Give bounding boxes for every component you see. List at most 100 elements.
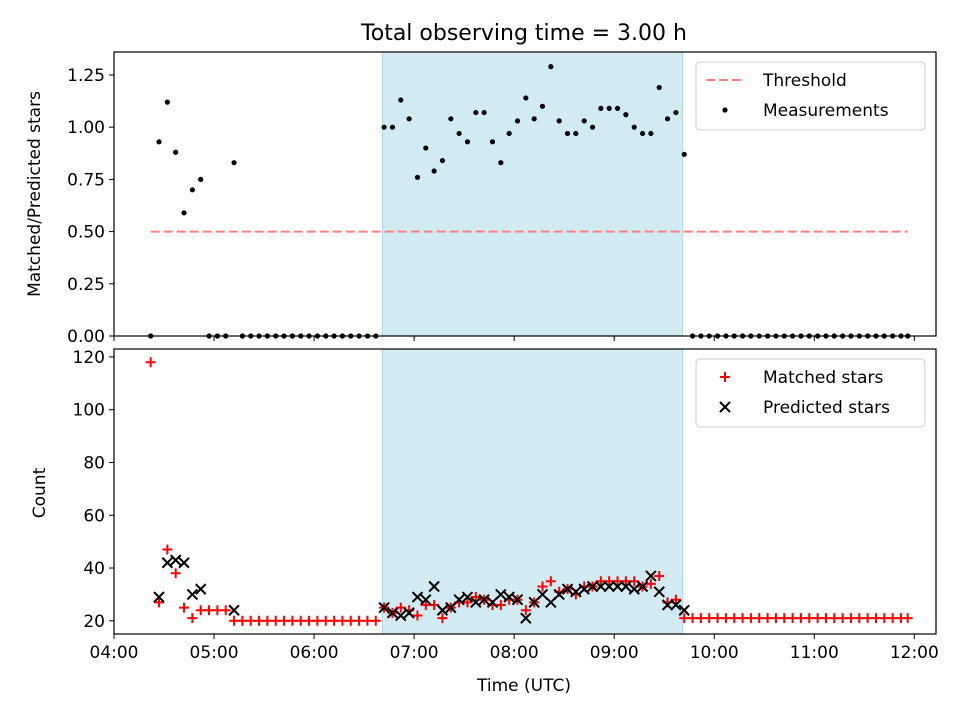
bottom-matched-star-point xyxy=(654,570,665,581)
top-measurement-point xyxy=(189,187,195,193)
top-measurement-point xyxy=(656,84,662,91)
bottom-matched-star-point xyxy=(704,613,715,624)
bottom-matched-star-point xyxy=(737,613,748,624)
bottom-matched-star-point xyxy=(420,599,431,610)
top-measurement-point xyxy=(589,124,596,130)
bottom-predicted-star-point xyxy=(411,591,424,603)
bottom-matched-star-point xyxy=(212,605,223,616)
bottom-matched-star-point xyxy=(312,615,323,626)
top-measurement-point xyxy=(473,109,479,116)
top-measurement-point xyxy=(381,124,387,130)
bottom-ytick-label: 20 xyxy=(83,612,105,632)
bottom-predicted-star-point xyxy=(661,599,674,611)
bottom-axes-frame xyxy=(113,348,937,635)
bottom-predicted-star-point xyxy=(636,580,649,593)
bottom-predicted-star-point xyxy=(495,588,507,601)
bottom-matched-star-point xyxy=(612,576,623,587)
bottom-matched-star-point xyxy=(887,613,898,624)
bottom-matched-star-point xyxy=(645,578,656,589)
bottom-predicted-star-point xyxy=(453,593,465,606)
bottom-matched-star-point xyxy=(170,568,181,579)
top-legend-marker xyxy=(722,107,728,113)
bottom-xtick-label: 10:00 xyxy=(690,643,739,663)
bottom-legend-marker xyxy=(719,401,731,413)
bottom-matched-star-point xyxy=(395,602,406,613)
bottom-predicted-star-point xyxy=(586,580,599,593)
bottom-matched-star-point xyxy=(329,615,340,626)
top-measurement-point xyxy=(439,157,446,164)
top-ytick-label: 0.25 xyxy=(67,275,105,295)
bottom-predicted-star-point xyxy=(503,591,515,603)
bottom-xtick-label: 12:00 xyxy=(890,643,939,663)
top-measurement-point xyxy=(614,105,621,111)
bottom-matched-star-point xyxy=(470,592,481,603)
bottom-matched-star-point xyxy=(604,576,615,587)
bottom-predicted-star-point xyxy=(645,570,657,582)
bottom-predicted-star-point xyxy=(153,591,165,603)
top-measurement-point xyxy=(181,210,187,216)
bottom-matched-star-point xyxy=(345,615,356,626)
bottom-matched-star-point xyxy=(695,613,706,624)
top-measurement-point xyxy=(489,139,496,145)
bottom-matched-star-point xyxy=(370,615,381,626)
bottom-matched-star-point xyxy=(337,615,348,626)
top-measurement-point xyxy=(673,109,679,116)
top-measurement-point xyxy=(631,124,637,130)
bottom-xtick-label: 08:00 xyxy=(490,643,539,663)
bottom-matched-star-point xyxy=(854,613,865,624)
top-measurement-point xyxy=(523,95,529,101)
top-measurement-point xyxy=(573,130,579,137)
bottom-predicted-star-point xyxy=(194,583,207,595)
bottom-matched-star-point xyxy=(745,613,756,624)
bottom-legend-marker xyxy=(720,372,730,382)
top-measurement-point xyxy=(564,130,571,137)
bottom-matched-star-point xyxy=(254,615,265,626)
bottom-matched-star-point xyxy=(870,613,881,624)
bottom-legend-label: Matched stars xyxy=(763,368,883,388)
bottom-matched-star-point xyxy=(354,615,365,626)
top-measurement-point xyxy=(198,176,204,182)
top-measurement-point xyxy=(598,105,604,111)
top-ytick-label: 0.50 xyxy=(67,223,105,243)
top-measurement-point xyxy=(423,145,429,151)
bottom-matched-star-point xyxy=(237,615,248,626)
bottom-matched-star-point xyxy=(902,613,913,624)
top-measurement-point xyxy=(556,118,562,124)
bottom-predicted-star-point xyxy=(386,607,399,619)
bottom-matched-star-point xyxy=(304,615,315,626)
bottom-predicted-star-point xyxy=(161,557,174,569)
top-measurement-point xyxy=(481,109,487,116)
bottom-predicted-star-point xyxy=(595,580,607,593)
top-measurement-point xyxy=(431,168,437,174)
bottom-matched-star-point xyxy=(779,613,790,624)
top-measurement-point xyxy=(606,105,612,111)
bottom-predicted-star-point xyxy=(628,583,640,595)
top-measurement-point xyxy=(456,130,462,137)
top-panel: 0.00 0.25 0.50 0.75 1.00 1.25 Threshold Measure… xyxy=(67,51,937,347)
bottom-predicted-star-point xyxy=(520,612,532,624)
bottom-matched-star-point xyxy=(820,613,831,624)
bottom-predicted-star-point xyxy=(603,580,615,593)
bottom-matched-star-point xyxy=(829,613,840,624)
bottom-matched-star-point xyxy=(320,615,331,626)
bottom-predicted-star-point xyxy=(570,586,582,598)
bottom-predicted-star-point xyxy=(186,588,199,601)
top-measurement-point xyxy=(514,118,521,124)
bottom-matched-star-point xyxy=(712,613,723,624)
bottom-ytick-label: 40 xyxy=(83,559,105,579)
bottom-matched-star-point xyxy=(279,615,290,626)
top-ylabel: Matched/Predicted stars xyxy=(25,91,45,297)
bottom-matched-star-point xyxy=(520,605,531,616)
top-measurement-point xyxy=(506,130,512,137)
bottom-matched-star-point xyxy=(362,615,373,626)
bottom-predicted-star-point xyxy=(461,591,474,603)
bottom-matched-star-point xyxy=(495,599,506,610)
bottom-xtick-label: 04:00 xyxy=(90,643,139,663)
bottom-predicted-star-point xyxy=(653,586,665,598)
bottom-matched-star-point xyxy=(154,597,165,608)
bottom-ytick-label: 80 xyxy=(83,453,105,473)
top-legend-label: Measurements xyxy=(763,101,889,121)
bottom-matched-star-point xyxy=(220,605,231,616)
bottom-matched-star-point xyxy=(270,615,281,626)
top-measurement-point xyxy=(639,130,646,137)
